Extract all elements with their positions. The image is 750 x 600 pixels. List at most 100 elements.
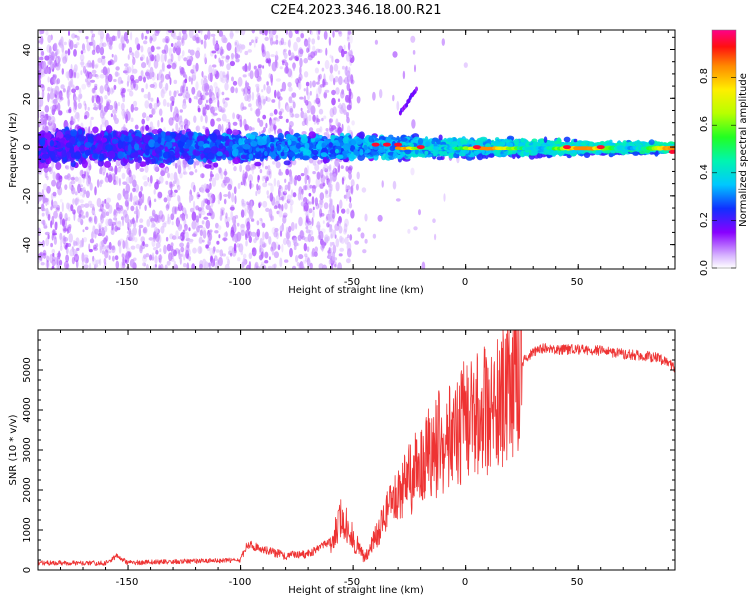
noise-blob (130, 218, 136, 225)
noise-blob (268, 236, 272, 245)
noise-blob (130, 81, 135, 90)
noise-blob (126, 241, 129, 250)
noise-blob (377, 214, 383, 222)
noise-blob (142, 241, 145, 247)
noise-blob (256, 75, 262, 82)
band-blob (436, 156, 443, 161)
noise-blob (79, 61, 85, 66)
noise-blob (82, 229, 85, 233)
noise-blob (341, 48, 345, 58)
noise-blob (172, 46, 177, 54)
noise-blob (164, 52, 167, 62)
noise-blob (87, 60, 92, 68)
noise-blob (180, 246, 185, 253)
noise-blob (250, 218, 255, 222)
noise-blob (71, 186, 76, 195)
noise-blob (199, 160, 202, 168)
noise-blob (78, 244, 83, 249)
noise-blob (231, 76, 234, 82)
noise-blob (298, 73, 303, 81)
noise-blob (287, 81, 292, 88)
noise-blob (91, 69, 97, 74)
noise-blob (269, 168, 272, 179)
noise-blob (324, 59, 330, 70)
noise-blob (288, 30, 293, 39)
noise-blob (138, 227, 142, 237)
noise-blob (323, 115, 327, 120)
noise-blob (278, 185, 282, 190)
noise-blob (153, 102, 158, 110)
noise-blob (112, 109, 118, 114)
noise-blob (292, 192, 297, 198)
noise-blob (67, 71, 70, 81)
noise-blob (292, 62, 296, 72)
noise-blob (295, 223, 298, 230)
noise-blob (102, 172, 105, 176)
noise-blob (334, 76, 339, 83)
noise-blob (139, 244, 143, 252)
noise-blob (188, 255, 192, 262)
noise-blob (357, 227, 361, 232)
noise-blob (111, 53, 114, 58)
noise-blob (247, 49, 252, 53)
noise-blob (273, 205, 278, 210)
noise-blob (101, 200, 105, 208)
noise-blob (259, 30, 263, 35)
noise-blob (323, 93, 327, 98)
noise-blob (167, 58, 173, 65)
noise-blob (281, 243, 284, 253)
noise-blob (70, 180, 76, 185)
noise-blob (254, 261, 259, 269)
noise-blob (249, 41, 252, 46)
noise-blob (205, 244, 209, 249)
noise-blob (149, 199, 152, 209)
noise-blob (231, 56, 234, 62)
noise-blob (84, 226, 89, 231)
noise-blob (224, 97, 230, 101)
noise-blob (270, 54, 276, 58)
noise-blob (103, 106, 109, 113)
noise-blob (120, 36, 125, 45)
noise-blob (58, 175, 63, 183)
noise-blob (86, 166, 90, 176)
noise-blob (165, 180, 169, 185)
noise-blob (421, 261, 426, 269)
noise-blob (265, 58, 269, 64)
noise-blob (261, 243, 266, 248)
noise-blob (142, 262, 147, 267)
noise-blob (329, 107, 335, 118)
noise-blob (115, 207, 121, 211)
noise-blob (47, 86, 51, 92)
noise-blob (38, 227, 42, 236)
noise-blob (74, 34, 78, 38)
noise-blob (118, 244, 122, 254)
noise-blob (151, 239, 156, 247)
noise-blob (77, 112, 80, 122)
noise-blob (217, 99, 220, 108)
noise-blob (197, 245, 203, 255)
noise-blob (171, 221, 174, 226)
noise-blob (196, 93, 199, 101)
noise-blob (230, 252, 233, 257)
noise-blob (115, 208, 121, 214)
noise-blob (303, 38, 309, 47)
noise-blob (280, 37, 284, 46)
noise-blob (58, 42, 62, 46)
noise-blob (300, 110, 305, 119)
noise-blob (94, 64, 98, 69)
noise-blob (89, 203, 95, 208)
noise-blob (222, 237, 228, 242)
noise-blob (105, 218, 110, 227)
noise-blob (82, 65, 87, 74)
noise-blob (74, 253, 79, 263)
noise-blob (264, 260, 269, 264)
noise-blob (282, 60, 285, 66)
noise-blob (232, 112, 236, 120)
noise-blob (245, 233, 248, 241)
noise-blob (218, 256, 223, 267)
noise-blob (225, 54, 230, 63)
noise-blob (338, 75, 343, 86)
noise-blob (89, 238, 95, 244)
diagonal-blob (415, 86, 418, 92)
